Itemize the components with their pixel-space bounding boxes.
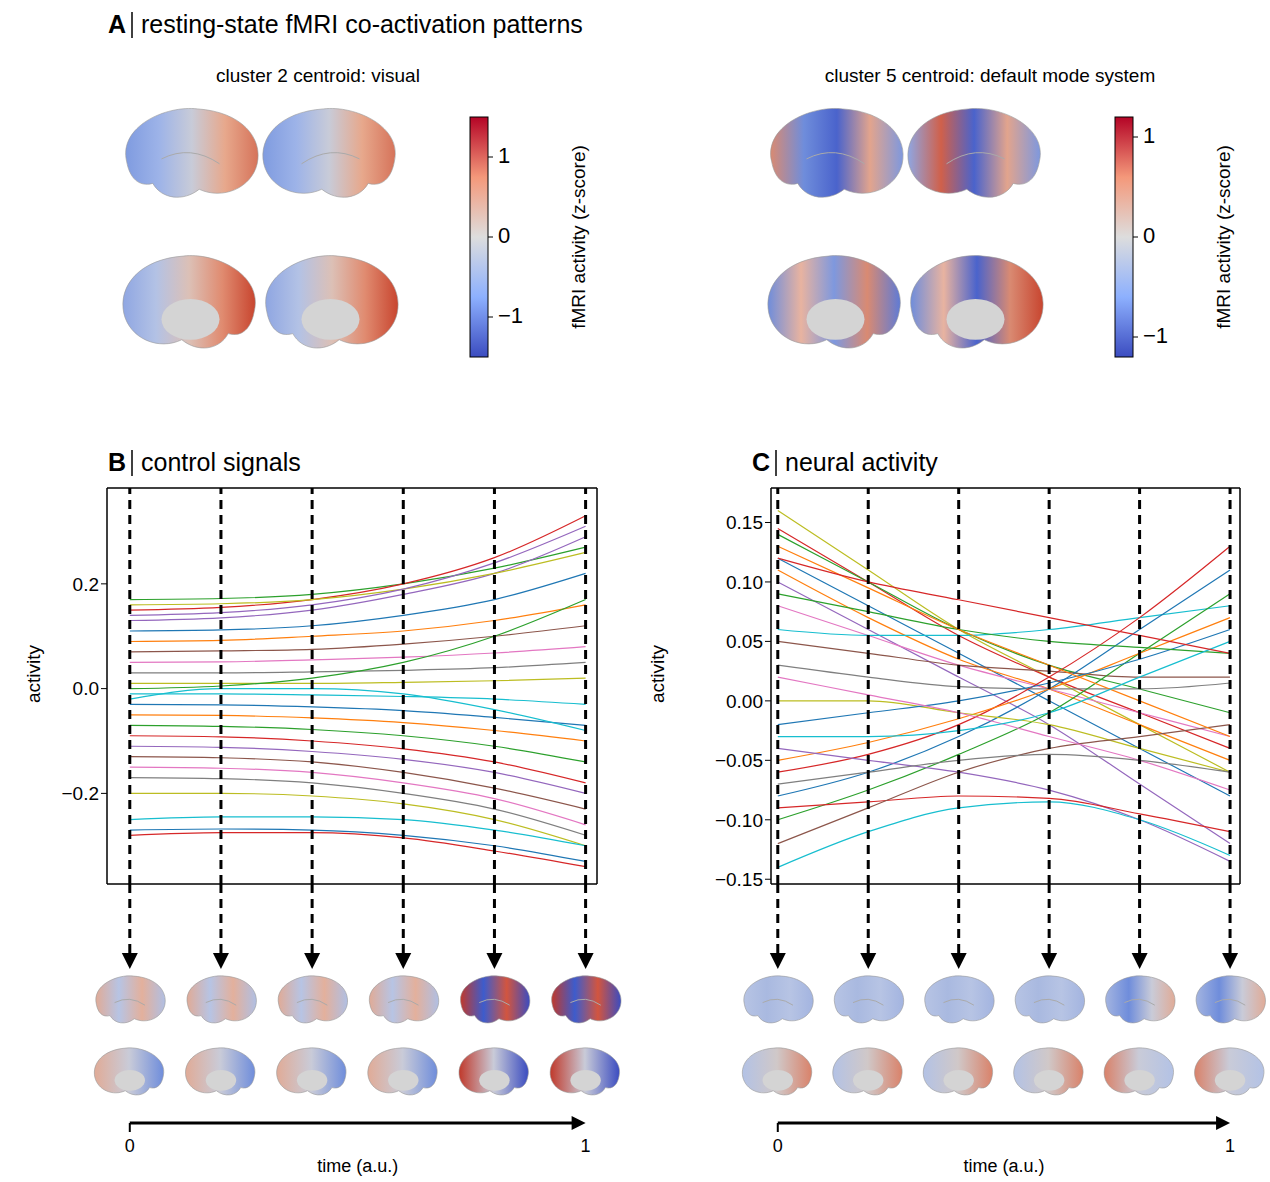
svg-text:1: 1 — [1225, 1136, 1235, 1156]
svg-text:0.05: 0.05 — [726, 631, 763, 652]
svg-text:−1: −1 — [498, 303, 523, 328]
svg-text:time (a.u.): time (a.u.) — [963, 1156, 1044, 1176]
svg-text:activity: activity — [647, 644, 668, 703]
svg-text:A: A — [108, 10, 126, 38]
svg-text:0.00: 0.00 — [726, 691, 763, 712]
svg-text:−0.2: −0.2 — [61, 783, 99, 804]
svg-text:neural activity: neural activity — [785, 448, 938, 476]
svg-text:resting-state fMRI co-activati: resting-state fMRI co-activation pattern… — [141, 10, 583, 38]
svg-text:fMRI activity (z-score): fMRI activity (z-score) — [1213, 145, 1234, 329]
svg-text:0.10: 0.10 — [726, 572, 763, 593]
svg-text:fMRI activity (z-score): fMRI activity (z-score) — [568, 145, 589, 329]
svg-text:−0.05: −0.05 — [715, 750, 763, 771]
svg-text:cluster 5 centroid: default mo: cluster 5 centroid: default mode system — [825, 65, 1156, 86]
svg-text:−1: −1 — [1143, 323, 1168, 348]
svg-text:C: C — [752, 448, 770, 476]
svg-text:0.2: 0.2 — [73, 574, 99, 595]
svg-text:0: 0 — [1143, 223, 1155, 248]
svg-text:control signals: control signals — [141, 448, 301, 476]
svg-text:1: 1 — [581, 1136, 591, 1156]
svg-text:1: 1 — [1143, 123, 1155, 148]
svg-text:activity: activity — [23, 644, 44, 703]
svg-text:1: 1 — [498, 143, 510, 168]
svg-text:0.15: 0.15 — [726, 512, 763, 533]
svg-text:time (a.u.): time (a.u.) — [317, 1156, 398, 1176]
svg-text:cluster 2 centroid: visual: cluster 2 centroid: visual — [216, 65, 420, 86]
svg-text:0: 0 — [498, 223, 510, 248]
svg-text:0: 0 — [125, 1136, 135, 1156]
svg-text:B: B — [108, 448, 126, 476]
svg-text:0: 0 — [773, 1136, 783, 1156]
svg-text:0.0: 0.0 — [73, 678, 99, 699]
svg-text:−0.15: −0.15 — [715, 869, 763, 890]
svg-text:−0.10: −0.10 — [715, 810, 763, 831]
